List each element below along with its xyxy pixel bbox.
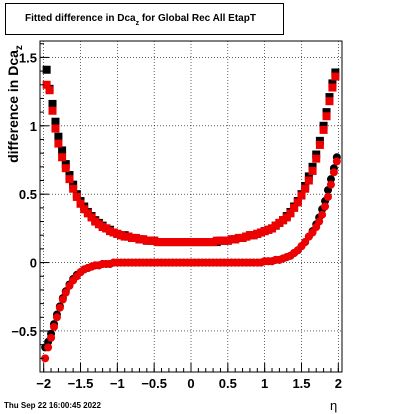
square-marker: [54, 139, 63, 148]
x-tick-label: −1.5: [68, 376, 94, 391]
square-marker: [315, 136, 324, 145]
circle-marker: [326, 180, 335, 189]
chart-title: Fitted difference in Dcaz for Global Rec…: [25, 13, 256, 27]
circle-marker: [324, 192, 333, 201]
square-marker: [322, 108, 331, 117]
y-tick-label: 0: [30, 256, 37, 271]
square-marker: [42, 80, 51, 89]
square-marker: [83, 209, 92, 218]
title-subscript: z: [135, 20, 140, 27]
square-marker: [282, 213, 291, 222]
circle-marker: [332, 157, 341, 166]
square-marker: [80, 205, 89, 214]
square-marker: [61, 164, 70, 173]
square-marker: [328, 83, 337, 92]
square-marker: [58, 153, 67, 162]
y-tick-label: 1.5: [19, 50, 37, 65]
x-tick-label: −0.5: [141, 376, 167, 391]
square-marker: [304, 176, 313, 185]
y-tick-label: −0.5: [11, 324, 37, 339]
timestamp: Thu Sep 22 16:00:45 2022: [4, 401, 101, 410]
square-marker: [58, 146, 67, 155]
square-marker: [301, 184, 310, 193]
y-tick-label: 1: [30, 119, 37, 134]
circle-marker: [49, 322, 58, 331]
x-tick-label: 1.5: [292, 376, 310, 391]
x-tick-label: −1: [110, 376, 125, 391]
square-marker: [76, 199, 85, 208]
y-axis-label-main: difference in Dca: [5, 50, 21, 163]
y-axis-label-subscript: z: [14, 45, 25, 51]
square-marker: [293, 198, 302, 207]
square-marker: [65, 175, 74, 184]
circle-marker: [315, 217, 324, 226]
square-marker: [72, 192, 81, 201]
square-marker: [51, 117, 60, 126]
square-marker: [69, 184, 78, 193]
square-marker: [304, 172, 313, 181]
title-main: Fitted difference in Dca: [25, 13, 136, 24]
square-marker: [308, 166, 317, 175]
y-axis-label: difference in Dcaz: [5, 29, 25, 179]
square-marker: [54, 132, 63, 141]
circle-marker: [44, 343, 53, 352]
square-marker: [319, 125, 328, 134]
x-tick-label: 1: [261, 376, 268, 391]
y-tick-label: 0.5: [19, 187, 37, 202]
circle-marker: [41, 354, 50, 363]
square-marker: [308, 162, 317, 171]
square-marker: [312, 154, 321, 163]
square-marker: [290, 203, 299, 212]
circle-marker: [321, 202, 330, 211]
square-marker: [315, 140, 324, 149]
title-rest: for Global Rec All EtapT: [139, 13, 256, 24]
x-tick-label: 0.5: [219, 376, 237, 391]
square-marker: [331, 72, 340, 81]
square-marker: [331, 68, 340, 77]
grid: [40, 41, 342, 372]
circle-marker: [318, 210, 327, 219]
square-marker: [312, 150, 321, 159]
square-marker: [65, 171, 74, 180]
circle-marker: [326, 175, 335, 184]
circle-marker: [52, 313, 61, 322]
circle-marker: [47, 333, 56, 342]
x-axis-label: η: [330, 398, 338, 413]
circle-marker: [329, 168, 338, 177]
x-tick-label: 0: [187, 376, 194, 391]
circle-marker: [61, 288, 70, 297]
axis-ticks: −2 −1.5 −1 −0.5 0 0.5 1 1.5 2 −0.5 0 0.5 1 1.5: [11, 43, 342, 391]
square-marker: [61, 160, 70, 169]
square-marker: [51, 124, 60, 133]
square-marker: [42, 65, 51, 74]
square-marker: [297, 191, 306, 200]
square-marker: [328, 79, 337, 88]
square-marker: [48, 99, 57, 108]
circle-marker: [55, 303, 64, 312]
square-marker: [87, 213, 96, 222]
title-box: Fitted difference in Dcaz for Global Rec…: [5, 3, 284, 35]
square-marker: [45, 86, 54, 95]
square-marker: [286, 209, 295, 218]
data-markers: [41, 65, 341, 363]
x-tick-label: −2: [36, 376, 51, 391]
circle-marker: [58, 295, 67, 304]
square-marker: [48, 106, 57, 115]
square-marker: [325, 93, 334, 102]
square-marker: [319, 121, 328, 130]
x-tick-label: 2: [335, 376, 342, 391]
square-marker: [325, 97, 334, 106]
square-marker: [322, 112, 331, 121]
square-marker: [69, 180, 78, 189]
